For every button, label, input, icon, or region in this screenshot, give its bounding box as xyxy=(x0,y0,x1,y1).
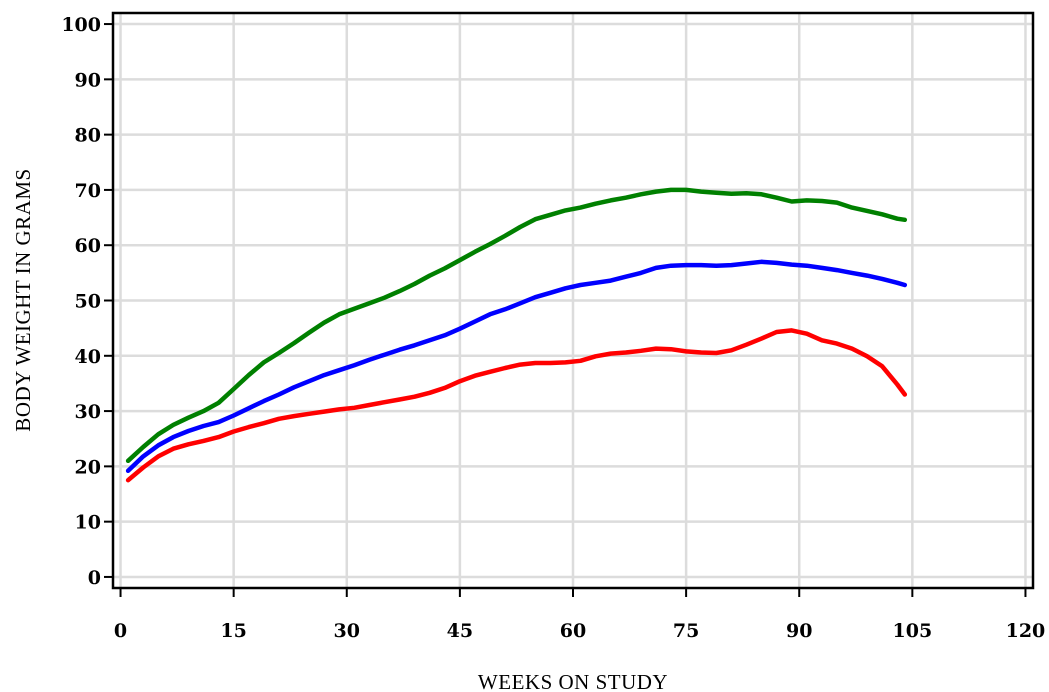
grid-lines xyxy=(113,13,1033,588)
y-tick-label: 20 xyxy=(75,456,101,478)
y-tick-label: 90 xyxy=(75,69,101,91)
y-axis-title: BODY WEIGHT IN GRAMS xyxy=(11,168,35,431)
x-tick-label: 60 xyxy=(560,620,586,642)
y-tick-label: 10 xyxy=(75,512,101,534)
x-axis-title: WEEKS ON STUDY xyxy=(478,670,668,692)
y-tick-label: 50 xyxy=(75,291,101,313)
series-line-1 xyxy=(125,187,908,464)
x-tick-label: 0 xyxy=(114,620,127,642)
y-tick-label: 70 xyxy=(75,180,101,202)
y-tick-label: 0 xyxy=(88,567,101,589)
series-line-3 xyxy=(125,328,908,483)
x-tick-label: 75 xyxy=(673,620,699,642)
x-tick-label: 90 xyxy=(786,620,812,642)
series-lines xyxy=(125,187,908,483)
y-tick-label: 40 xyxy=(75,346,101,368)
x-tick-label: 105 xyxy=(893,620,933,642)
series-line-2 xyxy=(125,259,908,474)
x-tick-label: 120 xyxy=(1006,620,1046,642)
x-tick-label: 15 xyxy=(220,620,246,642)
axis-ticks: 0 15 30 45 60 75 90 105 120 0 10 20 30 40 50 60 70 80 90 10… xyxy=(61,14,1045,642)
x-tick-label: 45 xyxy=(447,620,473,642)
x-tick-label: 30 xyxy=(334,620,360,642)
y-tick-label: 30 xyxy=(75,401,101,423)
y-tick-label: 60 xyxy=(75,235,101,257)
y-tick-label: 100 xyxy=(61,14,101,36)
y-tick-label: 80 xyxy=(75,125,101,147)
